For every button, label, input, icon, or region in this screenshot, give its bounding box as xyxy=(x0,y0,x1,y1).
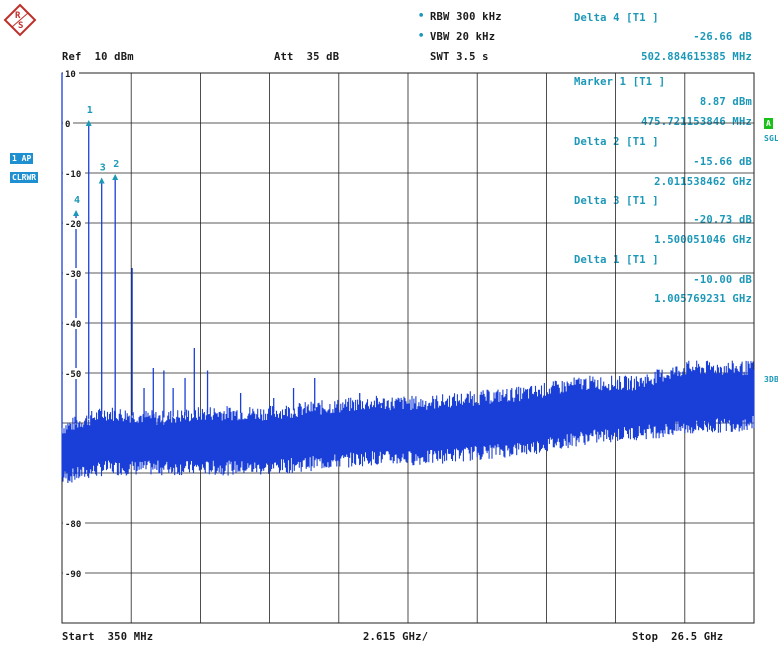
y-tick-bg xyxy=(63,368,85,379)
rs-logo: R S xyxy=(3,3,37,37)
marker-label: 4 xyxy=(74,195,80,206)
sgl-indicator: SGL xyxy=(764,134,778,143)
readout-title: Delta 1 [T1 ] xyxy=(574,254,659,266)
trace-mode-badge[interactable]: 1 AP xyxy=(10,153,34,164)
y-tick-bg xyxy=(63,568,85,579)
ref-level-label: Ref 10 dBm xyxy=(62,51,134,63)
y-tick-label: -10 xyxy=(65,170,81,180)
trace-clrwr-badge[interactable]: CLRWR xyxy=(10,172,39,183)
spur-lines xyxy=(61,73,382,428)
noise-floor-trace xyxy=(61,360,755,483)
y-tick-bg xyxy=(63,268,85,279)
readout-value: -15.66 dB xyxy=(693,156,752,168)
noise-floor-path xyxy=(61,360,755,483)
y-tick-label: -50 xyxy=(65,370,81,380)
y-tick-bg xyxy=(63,218,85,229)
stop-frequency: Stop 26.5 GHz xyxy=(632,631,724,643)
marker-symbol xyxy=(73,210,80,216)
marker-symbol xyxy=(112,174,119,180)
y-tick-bg xyxy=(63,318,85,329)
readout-freq: 475.721153846 MHz xyxy=(641,116,752,128)
readout-freq: 502.884615385 MHz xyxy=(641,51,752,63)
y-tick-label: -20 xyxy=(65,220,81,230)
y-tick-bg xyxy=(63,168,85,179)
readout-freq: 1.005769231 GHz xyxy=(654,293,752,305)
rbw-bullet: • xyxy=(418,10,425,22)
vbw-bullet: • xyxy=(418,30,425,42)
plot-grid xyxy=(61,72,755,624)
vbw-label: VBW 20 kHz xyxy=(430,31,496,43)
readout-freq: 1.500051046 GHz xyxy=(654,234,752,246)
svg-text:S: S xyxy=(18,21,23,31)
y-tick-label: -80 xyxy=(65,520,81,530)
a-indicator-badge: A xyxy=(764,118,773,129)
readout-title: Delta 4 [T1 ] xyxy=(574,12,659,24)
readout-title: Delta 2 [T1 ] xyxy=(574,136,659,148)
y-tick-label: 0 xyxy=(65,120,70,130)
readout-title: Delta 3 [T1 ] xyxy=(574,195,659,207)
readout-value: -26.66 dB xyxy=(693,31,752,43)
y-tick-label: -30 xyxy=(65,270,81,280)
span-per-division: 2.615 GHz/ xyxy=(363,631,429,643)
y-tick-label: -40 xyxy=(65,320,81,330)
markers: 1 23 4 xyxy=(73,105,119,216)
y-tick-bg xyxy=(63,118,73,129)
rbw-label: RBW 300 kHz xyxy=(430,11,502,23)
y-tick-label: 10 xyxy=(65,70,76,80)
y-tick-bg xyxy=(63,518,85,529)
readout-value: -10.00 dB xyxy=(693,274,752,286)
attenuation-label: Att 35 dB xyxy=(274,51,340,63)
readout-value: 8.87 dBm xyxy=(699,96,752,108)
readout-freq: 2.011538462 GHz xyxy=(654,176,752,188)
swt-label: SWT 3.5 s xyxy=(430,51,489,63)
svg-text:R: R xyxy=(15,11,21,21)
start-frequency: Start 350 MHz xyxy=(62,631,154,643)
marker-label: 2 xyxy=(113,159,119,170)
marker-symbol xyxy=(85,120,92,126)
y-tick-labels: 10 0 -10 -20 -30 -40 -50 -80 -90 xyxy=(63,68,85,580)
marker-label: 3 xyxy=(100,163,106,174)
y-tick-label: -90 xyxy=(65,570,81,580)
readout-title: Marker 1 [T1 ] xyxy=(574,76,666,88)
marker-symbol xyxy=(98,177,105,184)
y-tick-bg xyxy=(63,68,79,79)
marker-label: 1 xyxy=(87,105,93,116)
3db-indicator: 3DB xyxy=(764,375,778,384)
